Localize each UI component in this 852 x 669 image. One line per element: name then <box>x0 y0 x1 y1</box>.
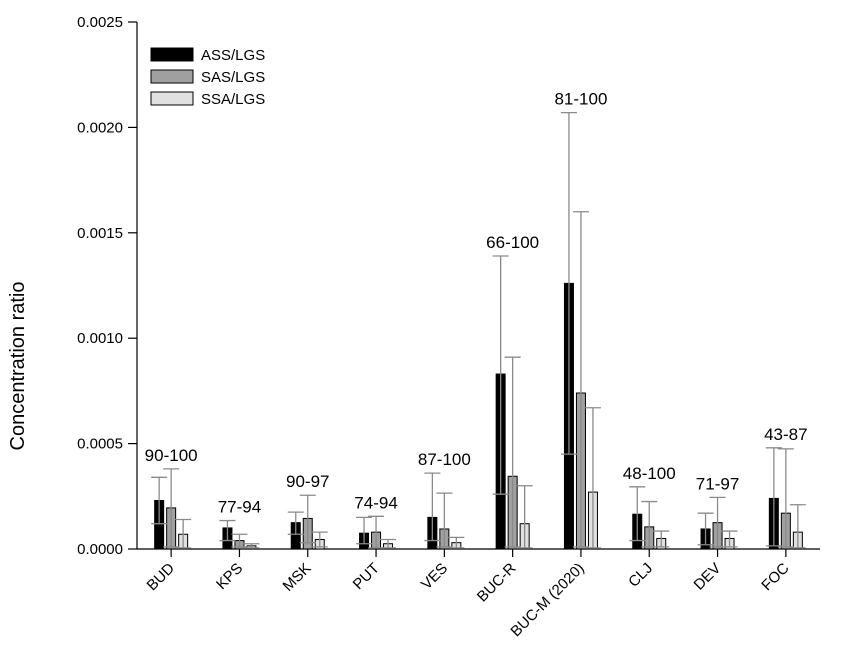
y-tick-label: 0.0000 <box>77 541 123 558</box>
y-tick-label: 0.0020 <box>77 119 123 136</box>
bar-group-annotation: 71-97 <box>696 474 739 493</box>
x-tick-label: VES <box>418 560 451 593</box>
x-tick-label: CLJ <box>625 560 656 591</box>
legend-swatch <box>150 47 194 62</box>
bar-group-annotation: 81-100 <box>554 90 607 109</box>
x-tick-label: BUD <box>144 560 179 595</box>
bar-group-annotation: 66-100 <box>486 233 539 252</box>
bar-group-annotation: 48-100 <box>623 464 676 483</box>
y-tick-label: 0.0005 <box>77 436 123 453</box>
bar-group-annotation: 87-100 <box>418 450 471 469</box>
x-tick-label: BUC-M (2020) <box>507 560 587 640</box>
x-tick-label: PUT <box>350 560 383 593</box>
bar-group-annotation: 74-94 <box>354 493 397 512</box>
legend-swatch <box>150 91 194 106</box>
bar-group-annotation: 77-94 <box>218 498 261 517</box>
x-tick-label: BUC-R <box>474 560 520 606</box>
x-tick-label: FOC <box>758 560 793 595</box>
x-tick-label: KPS <box>213 560 246 593</box>
y-tick-label: 0.0010 <box>77 330 123 347</box>
legend-label: SSA/LGS <box>201 91 265 108</box>
y-tick-label: 0.0015 <box>77 225 123 242</box>
legend-swatch <box>150 69 194 84</box>
x-tick-label: DEV <box>691 560 725 594</box>
y-tick-label: 0.0025 <box>77 14 123 31</box>
y-axis-label: Concentration ratio <box>7 282 29 451</box>
legend-label: ASS/LGS <box>201 47 265 64</box>
legend-label: SAS/LGS <box>201 69 265 86</box>
legend: ASS/LGS SAS/LGS SSA/LGS <box>150 47 265 108</box>
error-bars-layer <box>151 111 806 549</box>
bar-group-annotation: 90-97 <box>286 472 329 491</box>
bar-group-annotation: 90-100 <box>145 446 198 465</box>
x-tick-label: MSK <box>280 560 315 595</box>
bar-group-annotation: 43-87 <box>764 425 807 444</box>
